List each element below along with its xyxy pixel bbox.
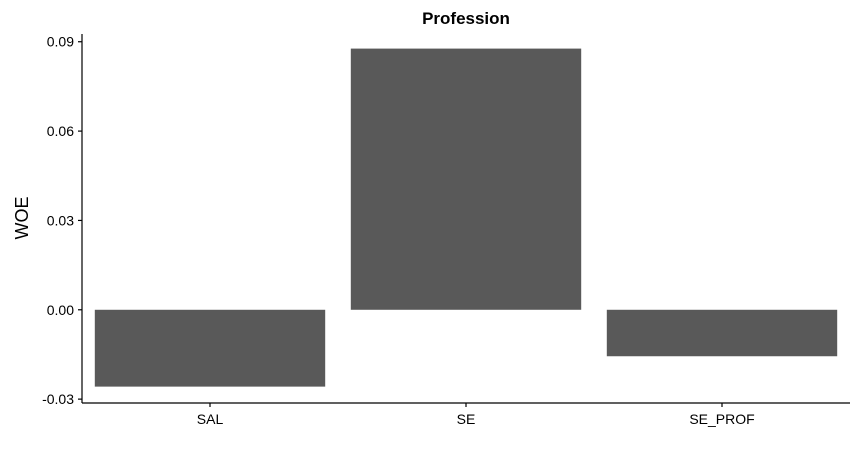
y-tick-label: 0.00 [47, 302, 74, 318]
x-tick-label: SE [457, 411, 476, 427]
bar-se [350, 48, 582, 310]
y-tick-label: 0.06 [47, 123, 74, 139]
x-tick-label: SE_PROF [689, 411, 754, 427]
x-axis: SAL SE SE_PROF [82, 402, 850, 427]
bar-se-prof [606, 309, 838, 357]
bar-sal [94, 309, 326, 387]
y-tick-label: 0.09 [47, 34, 74, 50]
chart-title: Profession [422, 9, 510, 28]
bars-group [94, 48, 838, 387]
x-tick-label: SAL [197, 411, 224, 427]
y-axis-title: WOE [12, 197, 32, 240]
y-axis: -0.03 0.00 0.03 0.06 0.09 [42, 34, 83, 407]
y-tick-label: -0.03 [42, 391, 74, 407]
y-tick-label: 0.03 [47, 212, 74, 228]
